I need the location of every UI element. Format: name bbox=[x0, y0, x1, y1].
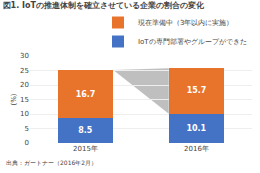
svg-text:16.7: 16.7 bbox=[76, 90, 96, 99]
svg-text:15: 15 bbox=[20, 96, 29, 104]
svg-text:8.5: 8.5 bbox=[78, 126, 93, 135]
svg-text:図1. IoTの推進体制を確立させている企業の割合の変化: 図1. IoTの推進体制を確立させている企業の割合の変化 bbox=[3, 0, 205, 10]
svg-text:2016年: 2016年 bbox=[184, 145, 209, 153]
svg-text:2015年: 2015年 bbox=[73, 145, 98, 153]
svg-text:25: 25 bbox=[20, 67, 29, 75]
svg-text:30: 30 bbox=[20, 52, 29, 60]
svg-text:0: 0 bbox=[25, 139, 29, 147]
svg-text:15.7: 15.7 bbox=[187, 86, 207, 95]
svg-text:10.1: 10.1 bbox=[186, 124, 206, 133]
svg-text:(%): (%) bbox=[10, 93, 18, 105]
svg-text:現在準備中（3年以内に実施）: 現在準備中（3年以内に実施） bbox=[138, 19, 233, 27]
svg-text:IoTの専門部署やグループができた: IoTの専門部署やグループができた bbox=[138, 38, 247, 46]
svg-text:5: 5 bbox=[25, 125, 29, 133]
svg-text:出典：ガートナー（2016年2月）: 出典：ガートナー（2016年2月） bbox=[6, 159, 97, 167]
svg-text:20: 20 bbox=[20, 81, 29, 89]
svg-text:10: 10 bbox=[20, 110, 29, 118]
